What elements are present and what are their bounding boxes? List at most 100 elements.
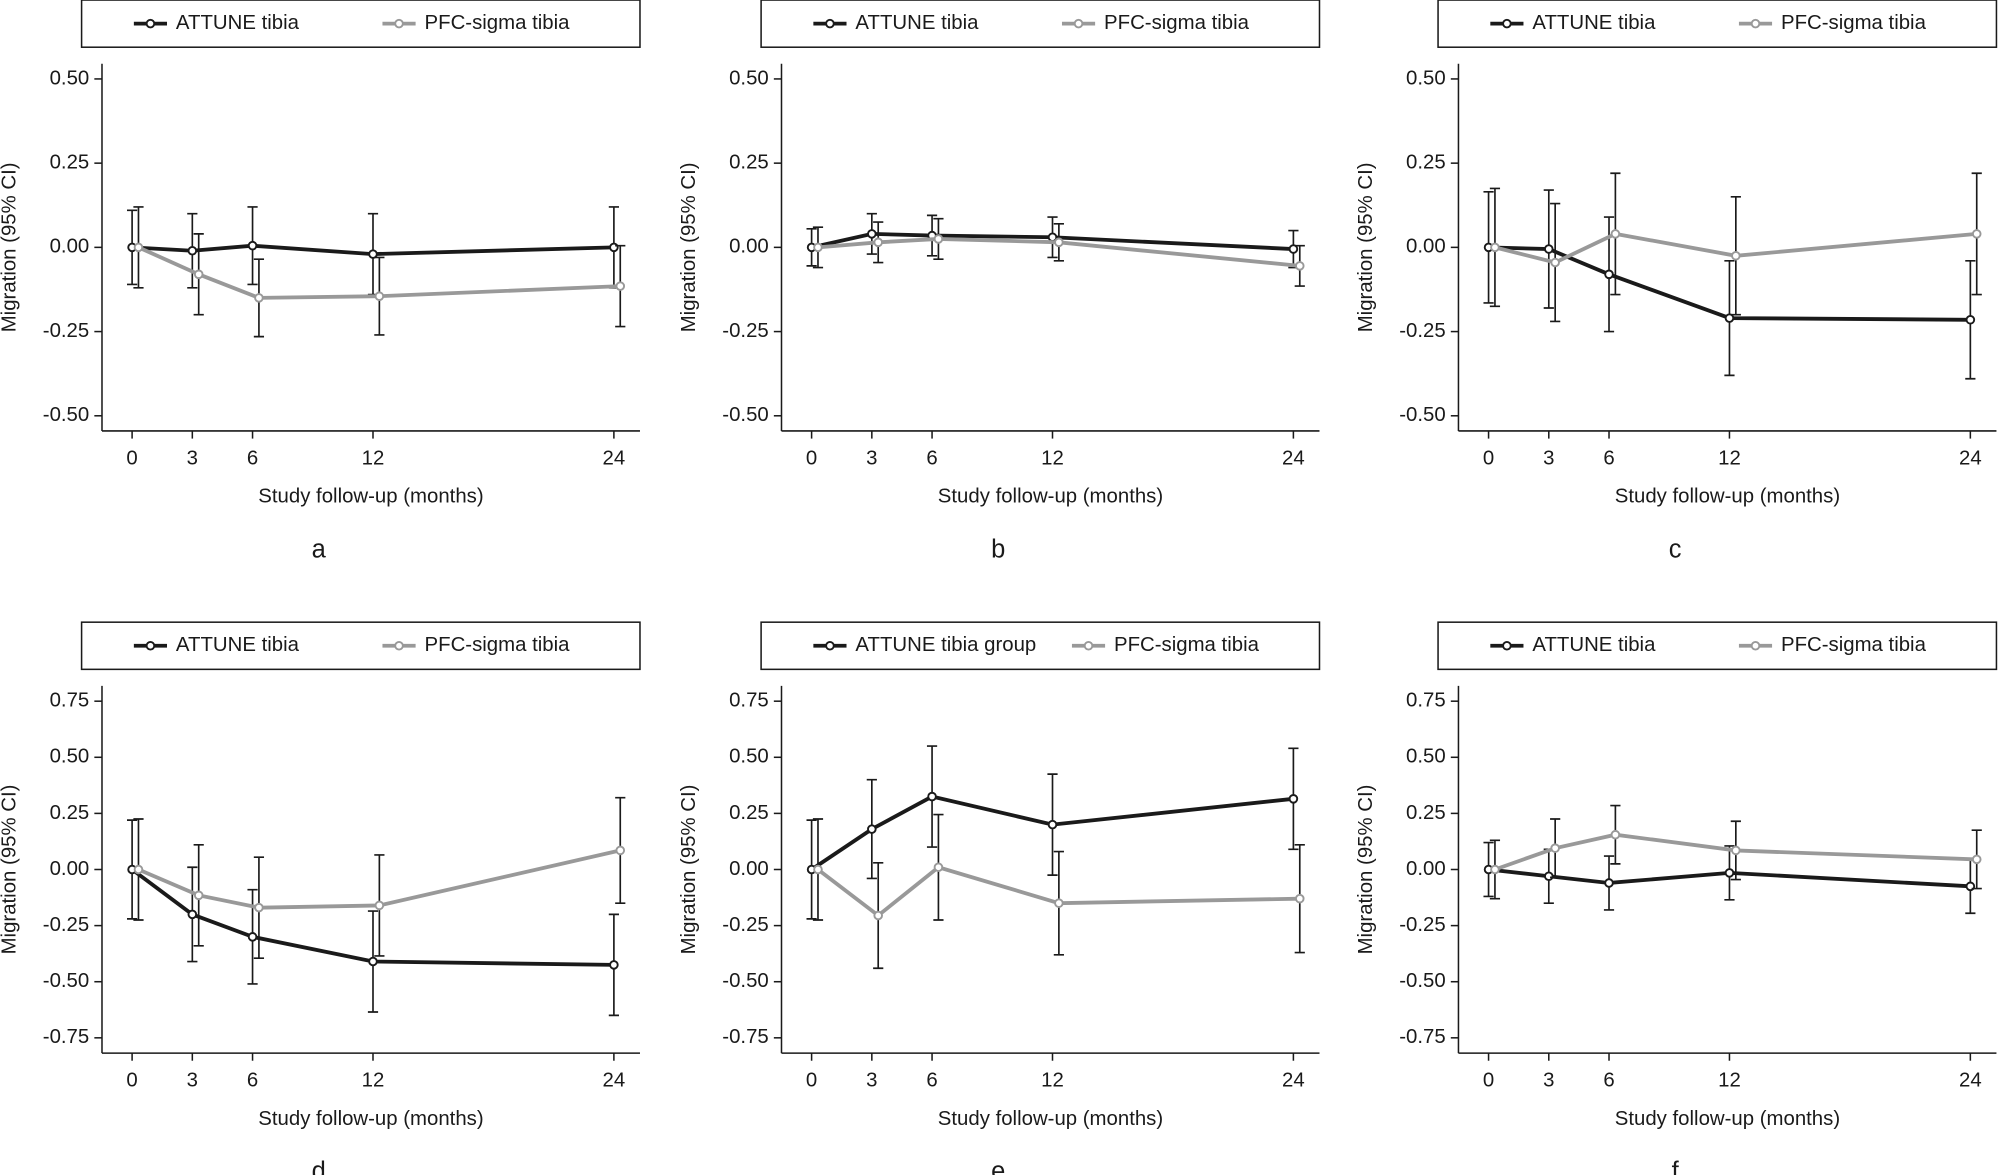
x-tick-label: 6 [1603, 447, 1614, 469]
legend-box [1437, 621, 1998, 671]
point [813, 242, 823, 253]
point [187, 245, 198, 256]
panel: ATTUNE tibia PFC-sigma tibia -0.50 -0.25 0.0… [1355, 0, 1998, 564]
legend-marker [145, 640, 156, 651]
y-tick-label: -0.75 [1399, 1026, 1445, 1048]
point [133, 864, 144, 875]
panel-label: f [1672, 1158, 1680, 1175]
point [1544, 871, 1554, 882]
point [609, 960, 619, 970]
point [1294, 261, 1305, 271]
x-tick-label: 3 [1543, 1070, 1554, 1092]
point [1971, 229, 1982, 239]
x-tick-label: 3 [866, 1070, 877, 1092]
point [1604, 269, 1614, 280]
x-tick-label: 12 [1718, 1070, 1741, 1092]
point [193, 269, 204, 280]
y-tick-label: -0.25 [722, 320, 768, 342]
x-tick-label: 0 [806, 1070, 817, 1092]
legend-marker [1750, 18, 1761, 29]
legend-marker [1073, 18, 1084, 29]
x-tick-label: 6 [926, 1070, 937, 1092]
point [1965, 315, 1976, 325]
x-tick-label: 0 [126, 447, 137, 469]
y-tick-label: 0.25 [1406, 152, 1446, 174]
legend-label: ATTUNE tibia [176, 12, 300, 34]
panel-label: a [312, 536, 327, 564]
y-tick-label: -0.50 [43, 970, 89, 992]
x-axis-title: Study follow-up (months) [1615, 1108, 1840, 1130]
point [1054, 898, 1064, 908]
point [1731, 251, 1741, 261]
legend-label: ATTUNE tibia [1532, 12, 1656, 34]
point [1604, 878, 1614, 888]
y-tick-label: 0.75 [729, 690, 769, 712]
y-axis-title: Migration (95% CI) [678, 162, 700, 332]
y-tick-label: 0.75 [1406, 690, 1446, 712]
legend-label: PFC-sigma tibia [425, 634, 571, 656]
panel: ATTUNE tibia PFC-sigma tibia -0.50 -0.25 0.0… [678, 0, 1321, 564]
y-tick-label: 0.50 [729, 67, 769, 89]
x-tick-label: 12 [362, 447, 385, 469]
point [867, 229, 877, 239]
legend-marker [825, 18, 835, 29]
x-tick-label: 24 [1282, 1070, 1305, 1092]
panel-label: e [991, 1158, 1005, 1175]
y-axis-title: Migration (95% CI) [678, 785, 700, 955]
legend-marker [825, 640, 835, 651]
y-tick-label: 0.50 [50, 67, 90, 89]
point [1490, 864, 1500, 875]
point [193, 890, 204, 901]
panel: ATTUNE tibia PFC-sigma tibia -0.75 -0.50 -0.… [0, 621, 641, 1175]
legend-box [760, 0, 1321, 48]
x-tick-label: 6 [247, 1070, 258, 1092]
legend-box [760, 621, 1321, 671]
point [813, 864, 823, 875]
y-tick-label: -0.25 [1399, 914, 1445, 936]
legend-box [80, 0, 641, 48]
y-tick-label: 0.25 [729, 152, 769, 174]
legend-marker [1750, 640, 1761, 651]
x-tick-label: 3 [866, 447, 877, 469]
x-tick-label: 6 [926, 447, 937, 469]
x-tick-label: 3 [187, 447, 198, 469]
point [1294, 893, 1305, 904]
legend-label: PFC-sigma tibia [1114, 634, 1260, 656]
y-tick-label: 0.25 [1406, 802, 1446, 824]
y-tick-label: 0.00 [729, 858, 769, 880]
y-tick-label: -0.75 [43, 1026, 89, 1048]
point [1610, 229, 1621, 239]
legend-label: PFC-sigma tibia [425, 12, 571, 34]
point [615, 281, 626, 291]
panel: ATTUNE tibia PFC-sigma tibia -0.50 -0.25 0.0… [0, 0, 641, 564]
x-tick-label: 6 [247, 447, 258, 469]
y-tick-label: -0.50 [722, 404, 768, 426]
x-axis-title: Study follow-up (months) [258, 1108, 483, 1130]
point [1731, 845, 1741, 856]
legend-marker [145, 18, 156, 29]
legend-label: ATTUNE tibia group [855, 634, 1036, 656]
x-tick-label: 3 [187, 1070, 198, 1092]
x-axis-title: Study follow-up (months) [258, 486, 483, 508]
x-tick-label: 0 [126, 1070, 137, 1092]
point [247, 932, 258, 942]
y-tick-label: 0.50 [1406, 746, 1446, 768]
x-tick-label: 12 [1041, 1070, 1064, 1092]
y-axis-title: Migration (95% CI) [1355, 162, 1377, 332]
x-tick-label: 12 [362, 1070, 385, 1092]
y-axis-title: Migration (95% CI) [0, 785, 21, 955]
legend-label: PFC-sigma tibia [1104, 12, 1250, 34]
point [873, 237, 883, 248]
point [374, 291, 385, 301]
x-tick-label: 12 [1041, 447, 1064, 469]
point [1544, 244, 1554, 254]
legend-label: PFC-sigma tibia [1781, 634, 1927, 656]
point [1550, 843, 1560, 853]
legend-marker [394, 18, 404, 29]
point [1550, 257, 1560, 268]
panel-label: b [991, 536, 1005, 564]
x-tick-label: 0 [806, 447, 817, 469]
point [1610, 829, 1621, 840]
y-tick-label: 0.50 [50, 746, 90, 768]
y-tick-label: 0.00 [1406, 236, 1446, 258]
